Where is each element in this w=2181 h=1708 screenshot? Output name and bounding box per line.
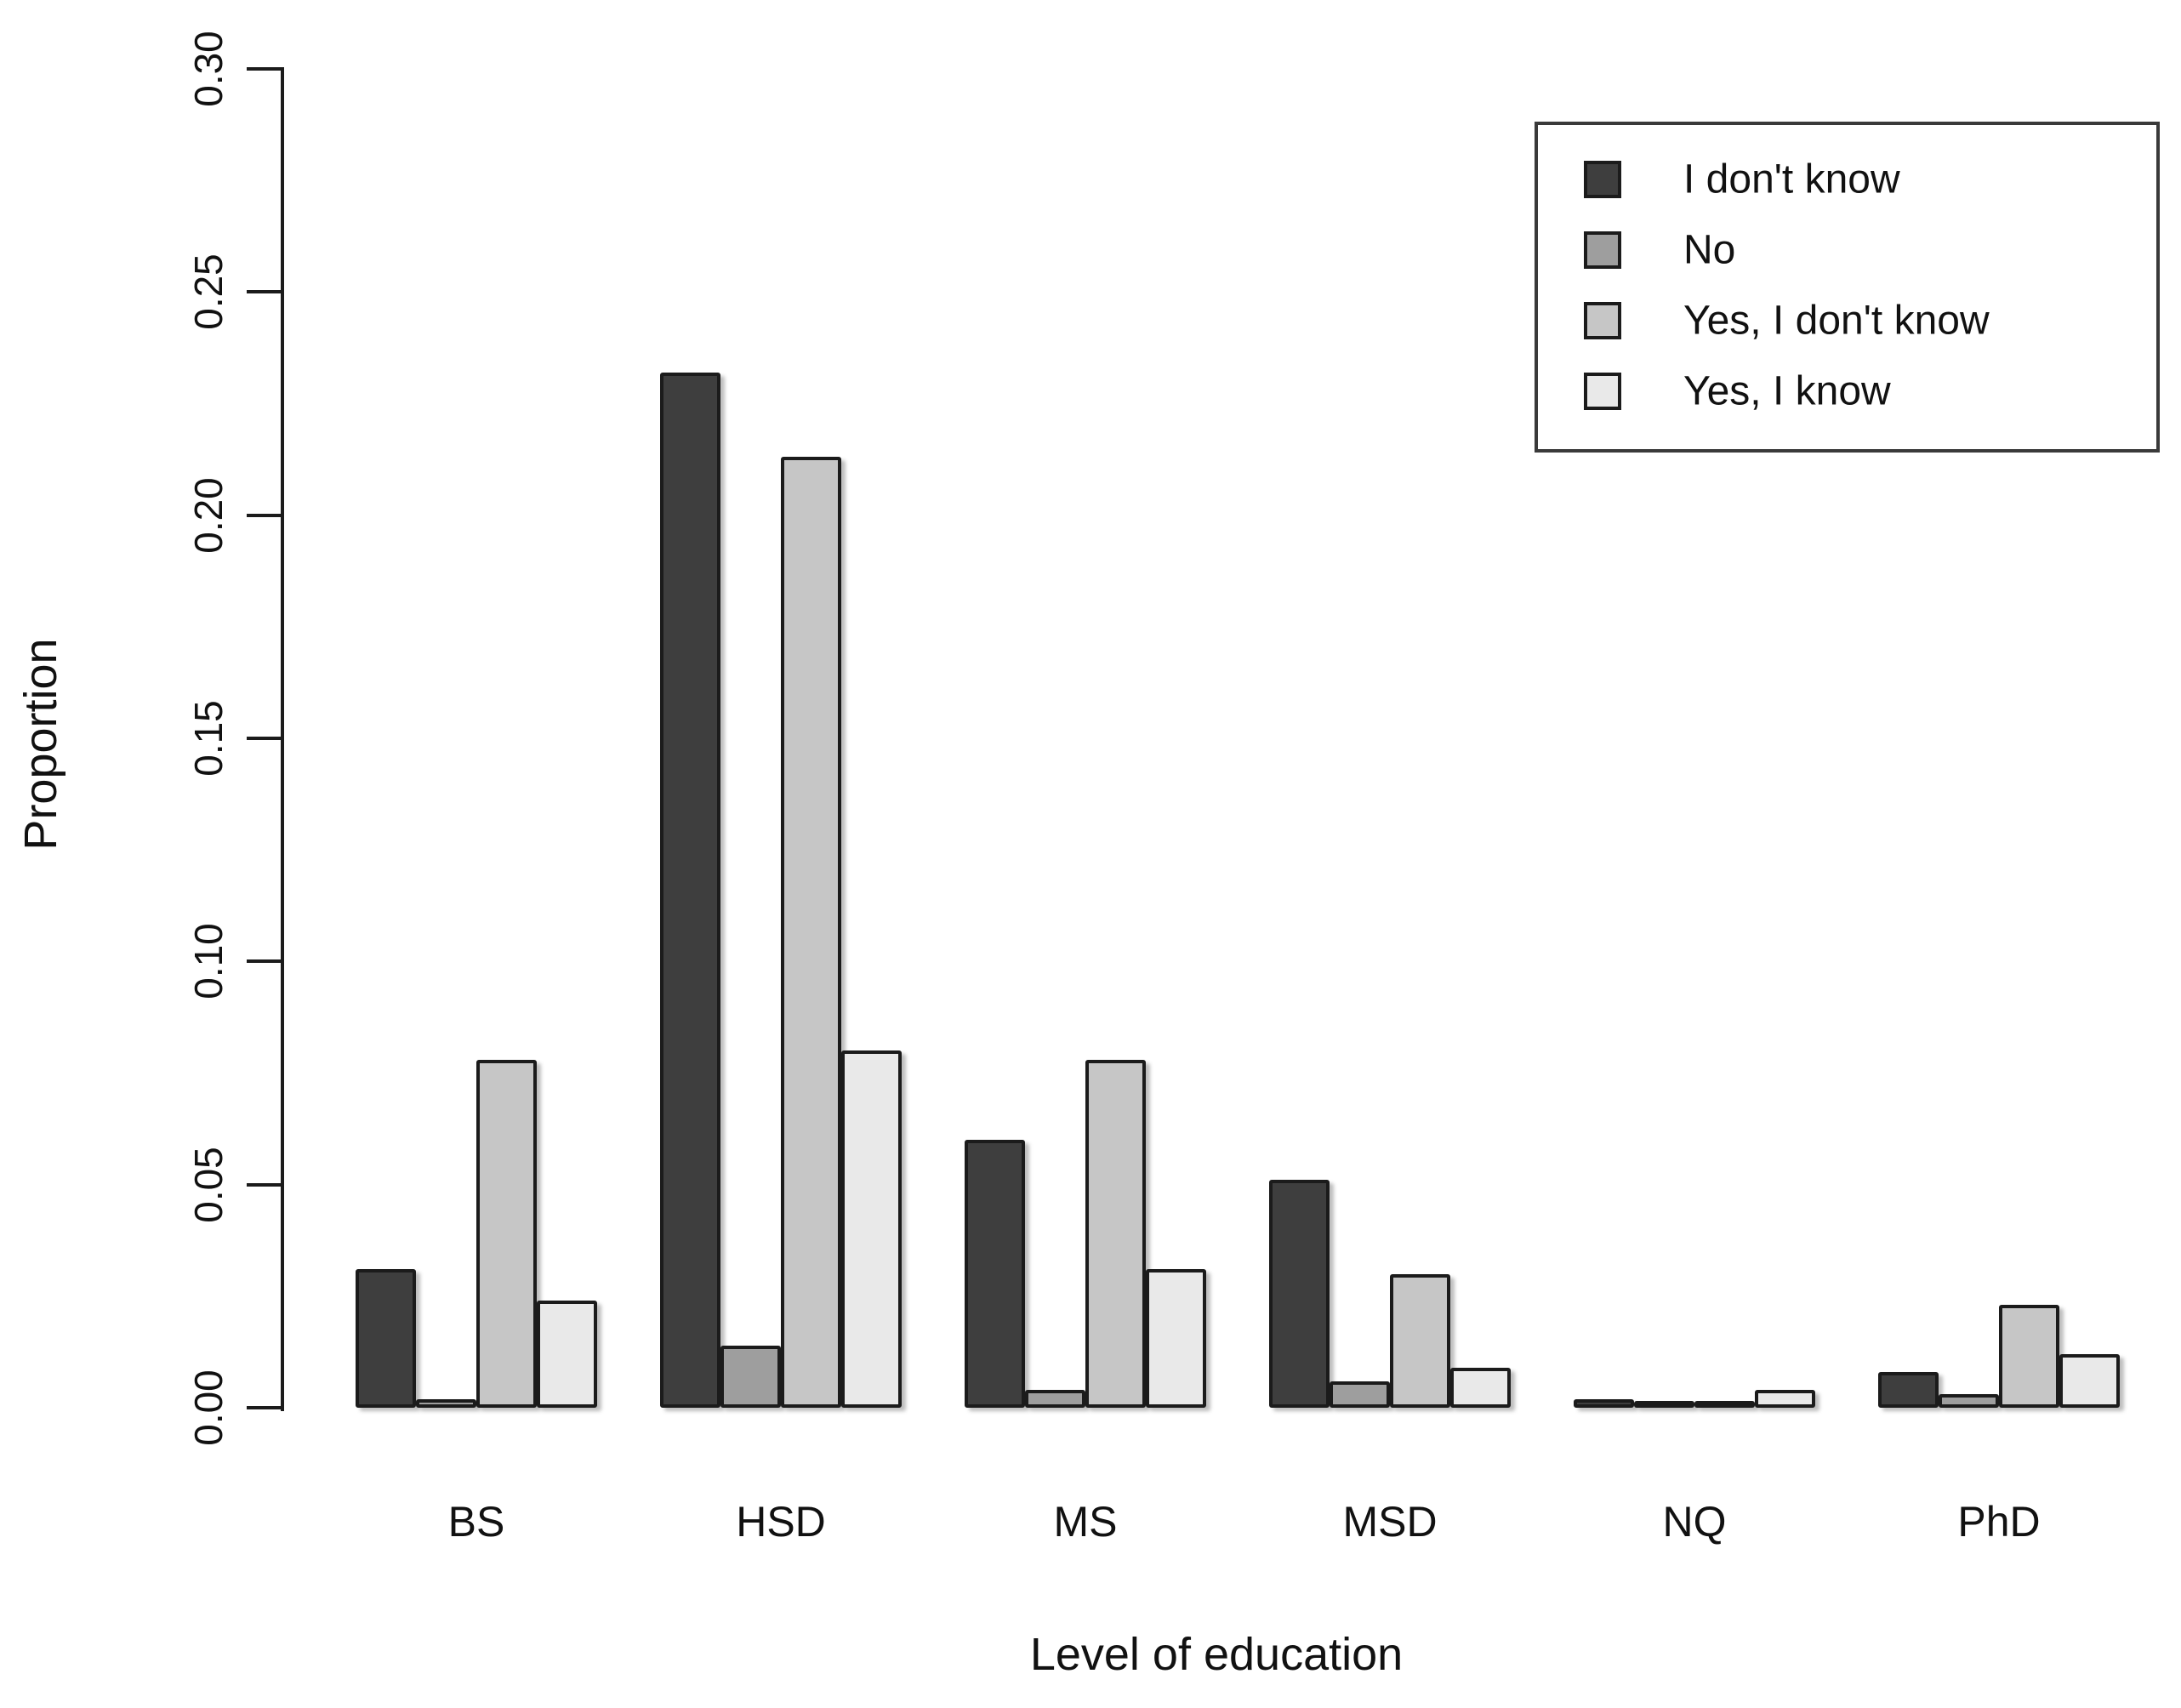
bar-PhD-0 (1878, 1372, 1939, 1408)
bar-HSD-1 (720, 1346, 781, 1408)
y-tick-0.20 (247, 513, 281, 517)
x-category-label-MSD: MSD (1342, 1498, 1438, 1546)
bar-PhD-1 (1939, 1394, 1999, 1408)
y-tick-0.25 (247, 290, 281, 294)
x-category-label-MS: MS (1053, 1498, 1118, 1546)
legend-item-2: Yes, I don't know (1538, 285, 2156, 356)
bar-MSD-2 (1390, 1274, 1450, 1408)
bar-NQ-1 (1634, 1401, 1694, 1408)
bar-MS-1 (1025, 1390, 1085, 1408)
bar-PhD-3 (2059, 1354, 2120, 1408)
bar-BS-2 (476, 1060, 537, 1408)
legend: I don't know No Yes, I don't know Yes, I kn… (1535, 122, 2160, 453)
y-tick-label: 0.10 (186, 923, 231, 1000)
legend-swatch-icon (1584, 372, 1621, 410)
bar-HSD-3 (841, 1050, 902, 1408)
legend-item-3: Yes, I know (1538, 356, 2156, 426)
legend-label: Yes, I know (1683, 368, 1891, 413)
x-category-label-BS: BS (447, 1498, 505, 1546)
legend-label: I don't know (1683, 157, 1900, 202)
y-tick-label: 0.30 (186, 31, 231, 107)
bar-HSD-2 (781, 457, 841, 1408)
bar-PhD-2 (1999, 1305, 2059, 1408)
bar-MSD-3 (1450, 1368, 1511, 1408)
bar-NQ-2 (1694, 1401, 1755, 1408)
legend-label: Yes, I don't know (1683, 298, 1990, 343)
bar-MSD-0 (1269, 1180, 1330, 1408)
y-tick-0.15 (247, 737, 281, 740)
y-tick-label: 0.05 (186, 1146, 231, 1223)
y-tick-0.30 (247, 67, 281, 71)
x-category-label-NQ: NQ (1662, 1498, 1727, 1546)
x-category-label-PhD: PhD (1957, 1498, 2041, 1546)
x-category-label-HSD: HSD (736, 1498, 826, 1546)
y-tick-0.10 (247, 959, 281, 964)
y-tick-0.05 (247, 1182, 281, 1187)
legend-item-0: I don't know (1538, 144, 2156, 214)
bar-MS-2 (1085, 1060, 1146, 1408)
bar-BS-3 (537, 1301, 597, 1408)
bar-NQ-3 (1755, 1390, 1815, 1408)
legend-swatch-icon (1584, 160, 1621, 198)
x-axis-title: Level of education (1029, 1629, 1404, 1680)
y-tick-0.00 (247, 1406, 281, 1409)
y-axis-line (281, 67, 284, 1411)
legend-item-1: No (1538, 214, 2156, 285)
bar-MS-3 (1146, 1269, 1206, 1408)
y-tick-label: 0.15 (186, 700, 231, 777)
y-tick-label: 0.00 (186, 1369, 231, 1446)
legend-swatch-icon (1584, 231, 1621, 269)
bar-BS-1 (416, 1399, 476, 1408)
legend-label: No (1683, 227, 1736, 272)
bar-HSD-0 (660, 373, 720, 1408)
y-tick-label: 0.20 (186, 476, 231, 554)
bar-MS-0 (965, 1140, 1025, 1408)
bar-MSD-1 (1330, 1381, 1390, 1408)
y-axis-title: Proportion (15, 638, 66, 851)
bar-NQ-0 (1574, 1399, 1634, 1408)
y-tick-label: 0.25 (186, 253, 231, 331)
bar-BS-0 (356, 1269, 416, 1408)
legend-swatch-icon (1584, 301, 1621, 339)
